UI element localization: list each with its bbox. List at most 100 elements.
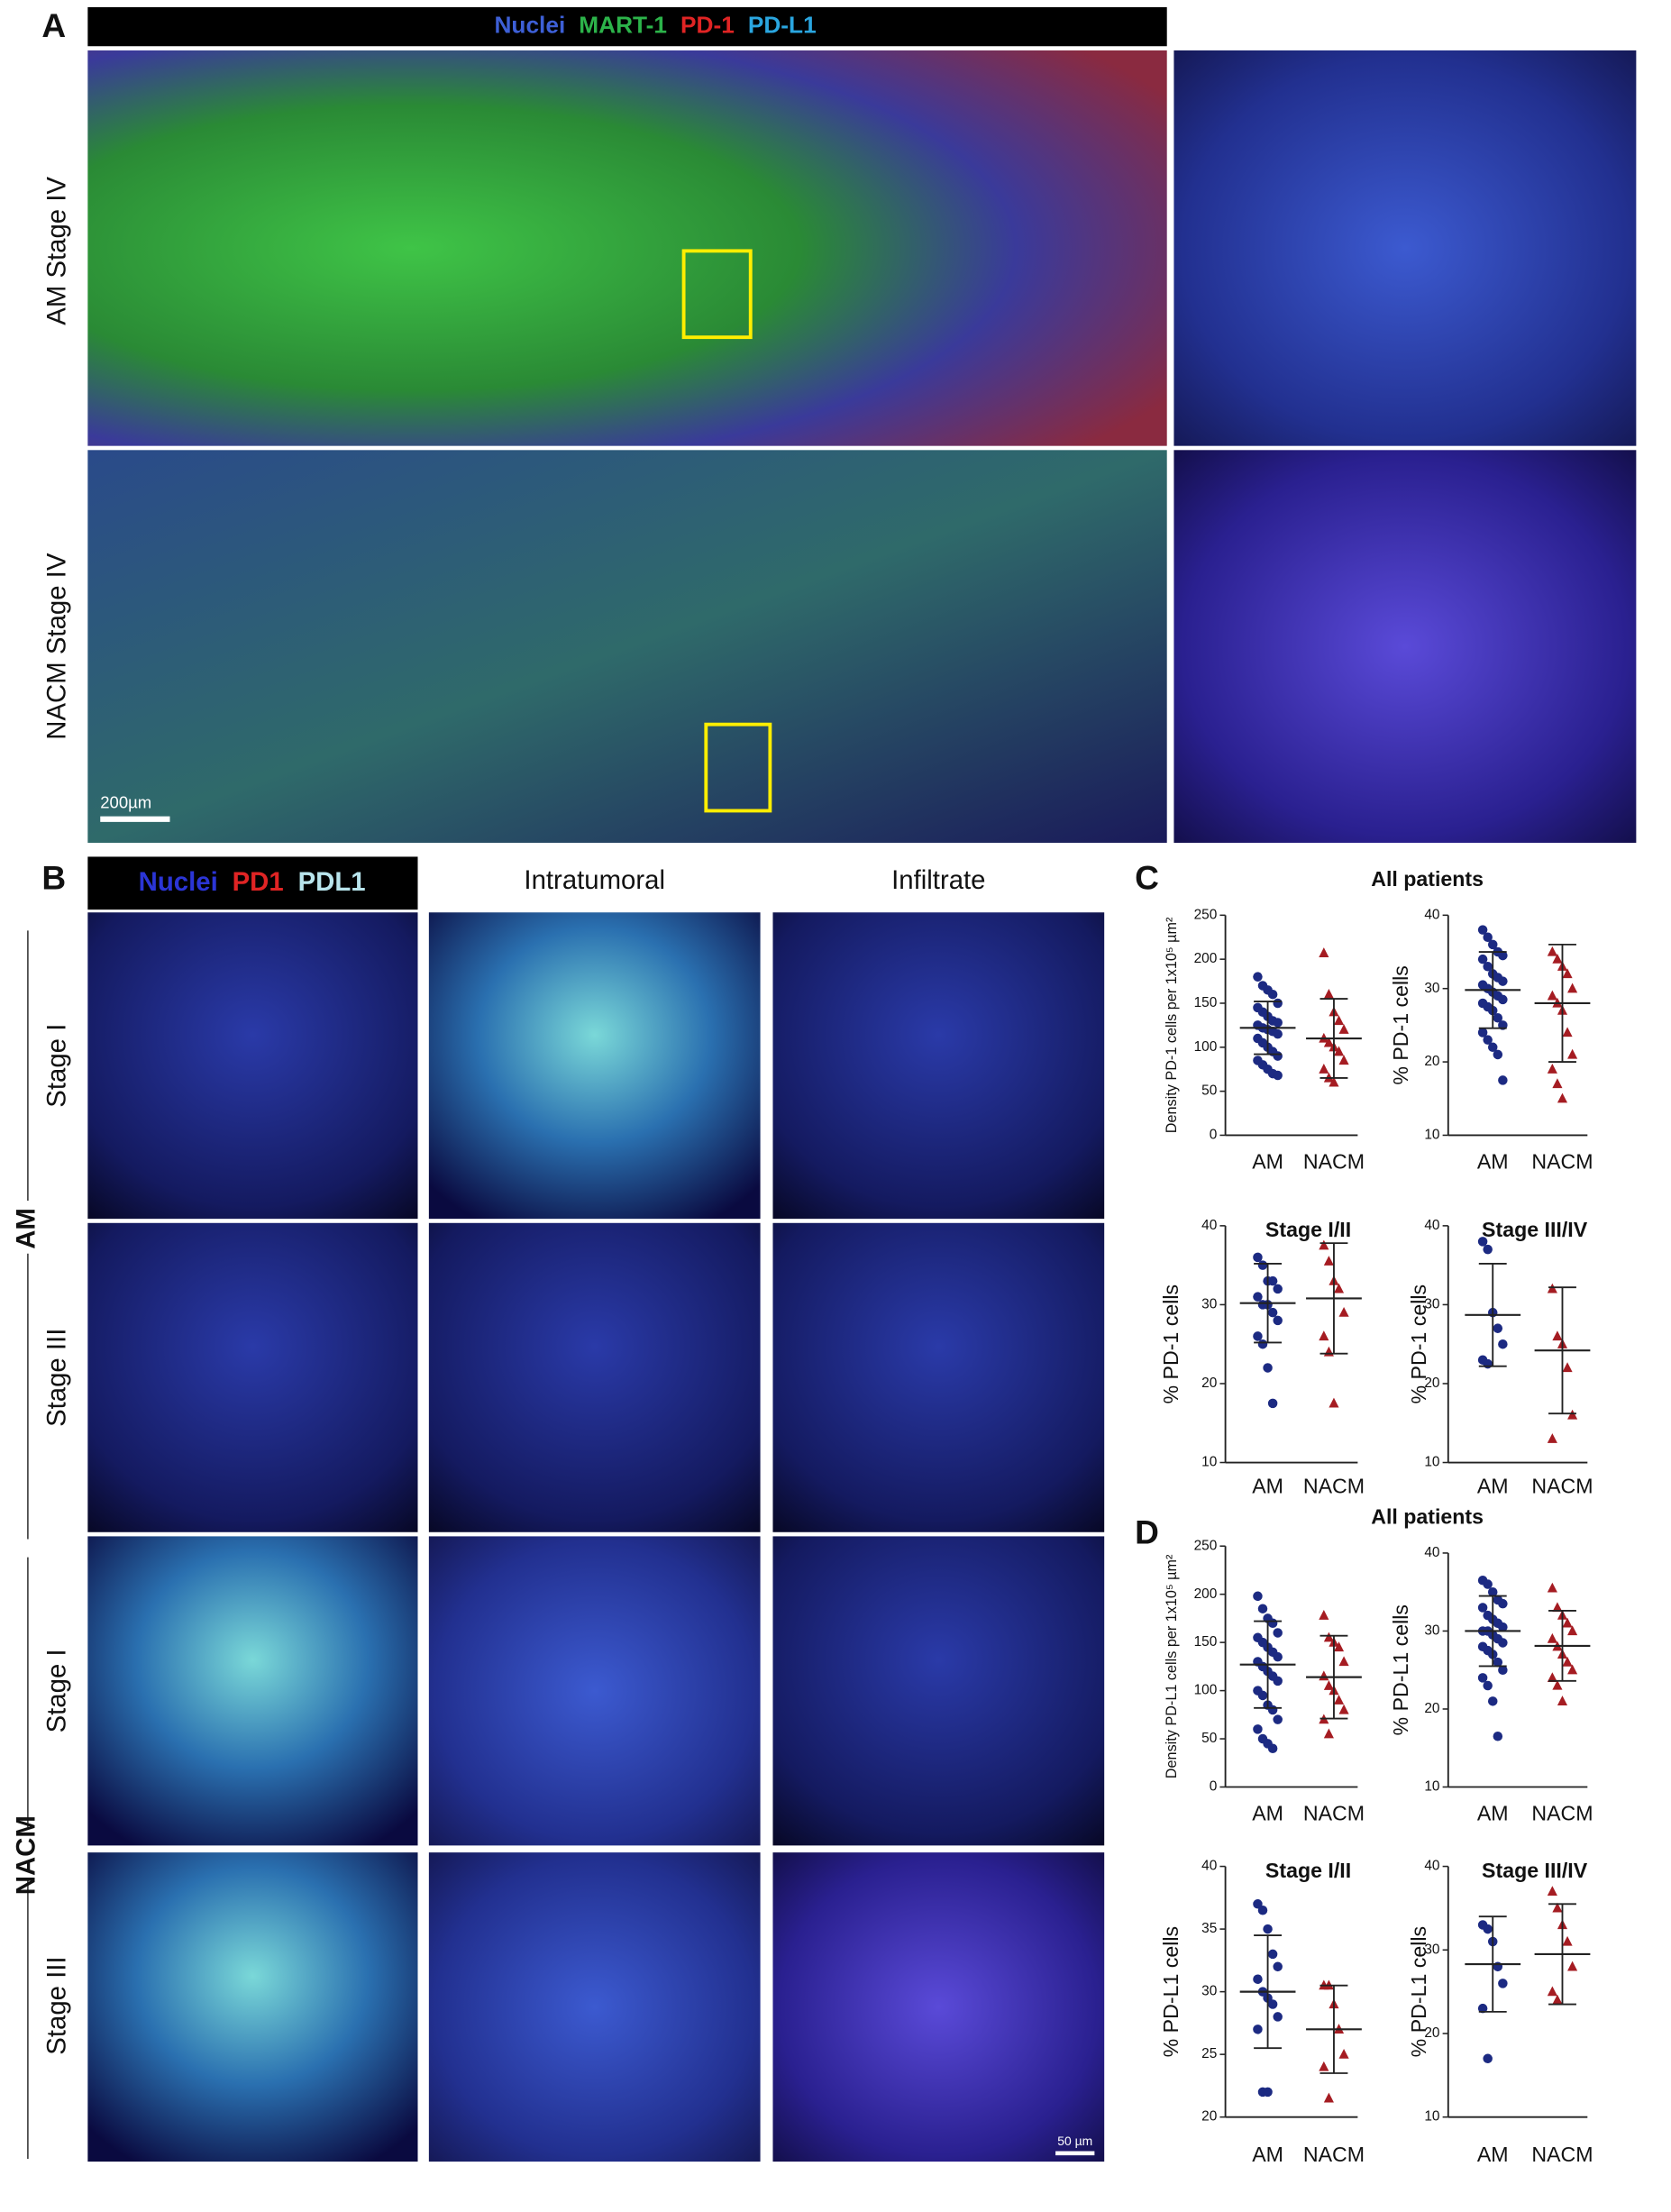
data-point xyxy=(1567,1664,1578,1675)
data-point xyxy=(1562,1656,1573,1667)
data-point xyxy=(1338,1024,1349,1034)
y-tick-label: 40 xyxy=(1424,1859,1439,1874)
data-point xyxy=(1552,953,1563,964)
x-tick-label: AM xyxy=(1252,1149,1283,1173)
data-point xyxy=(1547,1632,1557,1643)
data-point xyxy=(1319,1330,1329,1341)
data-point xyxy=(1257,1260,1268,1270)
data-point xyxy=(1319,1239,1329,1250)
data-point xyxy=(1483,1244,1493,1255)
x-tick-label: NACM xyxy=(1303,1802,1365,1825)
data-point xyxy=(1498,950,1508,961)
data-point xyxy=(1323,989,1334,999)
micrograph xyxy=(87,912,418,1220)
data-point xyxy=(1253,1974,1263,1984)
data-point xyxy=(1477,1237,1488,1247)
data-point xyxy=(1338,1704,1349,1714)
y-tick-label: 200 xyxy=(1194,1586,1218,1602)
data-point xyxy=(1567,1961,1578,1971)
legend-item: PDL1 xyxy=(298,867,366,897)
data-point xyxy=(1477,1603,1488,1613)
scale-bar-label: 200µm xyxy=(100,793,151,812)
data-point xyxy=(1483,1579,1493,1589)
micrograph xyxy=(87,1852,418,2162)
data-point xyxy=(1273,1051,1283,1061)
data-point xyxy=(1267,1949,1278,1960)
x-tick-label: AM xyxy=(1477,1474,1509,1497)
legend-item: PD1 xyxy=(233,867,284,897)
data-point xyxy=(1273,1018,1283,1028)
data-point xyxy=(1273,1315,1283,1326)
data-point xyxy=(1253,1292,1263,1302)
data-point xyxy=(1267,1743,1278,1753)
micrograph xyxy=(772,1222,1105,1532)
data-point xyxy=(1483,1924,1493,1934)
y-tick-label: 40 xyxy=(1424,1545,1439,1560)
y-tick-label: 40 xyxy=(1201,1859,1217,1874)
y-axis-label: % PD-1 cells xyxy=(1159,1284,1182,1404)
data-point xyxy=(1273,1714,1283,1724)
legend: Nuclei MART-1 PD-1 PD-L1 xyxy=(494,12,816,39)
data-point xyxy=(1267,1705,1278,1715)
data-point xyxy=(1323,1728,1334,1739)
micrograph xyxy=(428,1536,761,1846)
panel-letter: A xyxy=(41,6,66,44)
data-point xyxy=(1557,1696,1568,1705)
panel-title: All patients xyxy=(1371,1504,1484,1528)
data-point xyxy=(1273,1961,1283,1972)
micrograph xyxy=(1173,50,1637,446)
data-point xyxy=(1263,1924,1273,1934)
data-point xyxy=(1333,1046,1345,1056)
data-point xyxy=(1493,1049,1503,1060)
data-point xyxy=(1498,1598,1508,1609)
data-point xyxy=(1498,1979,1508,1988)
data-point xyxy=(1498,1665,1508,1675)
data-point xyxy=(1562,1617,1573,1628)
data-point xyxy=(1562,1027,1573,1037)
column-label: Intratumoral xyxy=(524,865,665,895)
data-point xyxy=(1323,1632,1334,1642)
data-point xyxy=(1552,1078,1563,1089)
data-point xyxy=(1253,2025,1263,2034)
data-point xyxy=(1477,1673,1488,1683)
data-point xyxy=(1253,1591,1263,1602)
data-point xyxy=(1498,1638,1508,1648)
y-tick-label: 20 xyxy=(1424,1701,1439,1716)
y-tick-label: 20 xyxy=(1424,1054,1439,1069)
data-point xyxy=(1333,1641,1345,1652)
data-point xyxy=(1273,2012,1283,2022)
y-tick-label: 250 xyxy=(1194,1538,1218,1553)
y-tick-label: 100 xyxy=(1194,1683,1218,1698)
row-label: Stage I xyxy=(42,1649,72,1732)
data-point xyxy=(1493,1013,1503,1023)
y-tick-label: 30 xyxy=(1201,1984,1217,1999)
data-point xyxy=(1263,2087,1273,2098)
legend-item: PD-L1 xyxy=(748,12,817,39)
data-point xyxy=(1477,954,1488,964)
data-point xyxy=(1253,1331,1263,1341)
data-point xyxy=(1547,1064,1557,1074)
micrograph xyxy=(87,450,1167,843)
y-axis-label: % PD-1 cells xyxy=(1389,965,1412,1085)
y-tick-label: 200 xyxy=(1194,951,1218,966)
x-tick-label: AM xyxy=(1252,1474,1283,1497)
data-point xyxy=(1477,1028,1488,1037)
data-point xyxy=(1323,2092,1334,2103)
zoom-box xyxy=(681,249,753,340)
y-tick-label: 10 xyxy=(1424,1779,1439,1795)
data-point xyxy=(1273,1070,1283,1081)
y-axis-label: Density PD-1 cells per 1x10⁵ µm² xyxy=(1164,917,1180,1133)
panel-title: All patients xyxy=(1371,867,1484,891)
data-point xyxy=(1547,1986,1557,1997)
data-point xyxy=(1333,1015,1345,1026)
data-point xyxy=(1338,1656,1349,1667)
data-point xyxy=(1267,989,1278,1000)
row-label: Stage I xyxy=(42,1024,72,1108)
y-tick-label: 30 xyxy=(1424,981,1439,996)
data-point xyxy=(1253,972,1263,982)
data-point xyxy=(1257,1339,1268,1349)
y-tick-label: 100 xyxy=(1194,1039,1218,1055)
data-point xyxy=(1562,1935,1573,1946)
